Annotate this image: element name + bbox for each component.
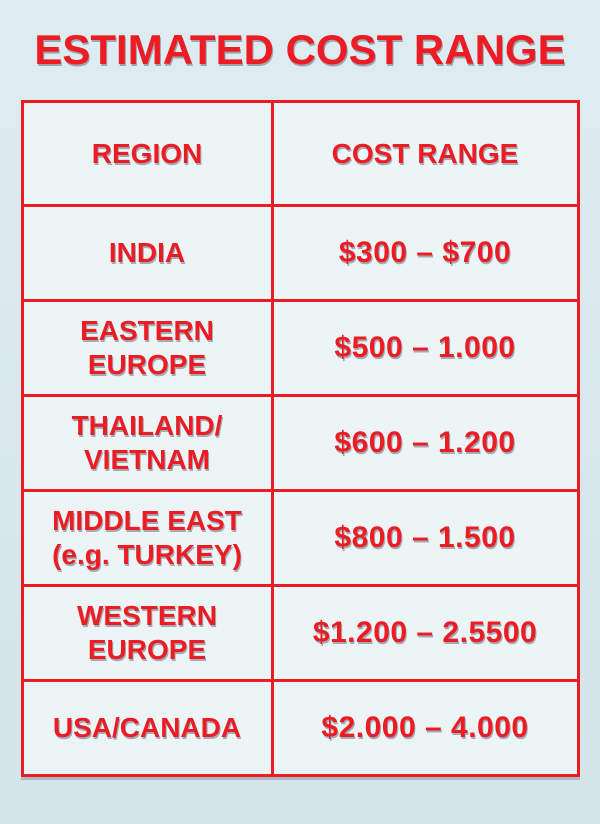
region-cell: WESTERN EUROPE bbox=[20, 584, 274, 682]
cost-range-cell: $500 – 1.000 bbox=[270, 299, 580, 397]
region-cell: EASTERN EUROPE bbox=[20, 299, 274, 397]
cost-range-cell: $300 – $700 bbox=[270, 204, 580, 302]
cost-range-cell: $1.200 – 2.5500 bbox=[270, 584, 580, 682]
cost-range-cell: $800 – 1.500 bbox=[270, 489, 580, 587]
table-header-cost-range: COST RANGE bbox=[270, 100, 580, 207]
table-row: MIDDLE EAST (e.g. TURKEY) $800 – 1.500 bbox=[20, 489, 580, 587]
table-row: WESTERN EUROPE $1.200 – 2.5500 bbox=[20, 584, 580, 682]
region-cell: MIDDLE EAST (e.g. TURKEY) bbox=[20, 489, 274, 587]
table-row: THAILAND/ VIETNAM $600 – 1.200 bbox=[20, 394, 580, 492]
cost-range-table: REGION COST RANGE INDIA $300 – $700 EAST… bbox=[20, 100, 580, 777]
table-row: INDIA $300 – $700 bbox=[20, 204, 580, 302]
region-cell: INDIA bbox=[20, 204, 274, 302]
cost-range-cell: $600 – 1.200 bbox=[270, 394, 580, 492]
table-row: EASTERN EUROPE $500 – 1.000 bbox=[20, 299, 580, 397]
table-row: USA/CANADA $2.000 – 4.000 bbox=[20, 679, 580, 777]
region-cell: THAILAND/ VIETNAM bbox=[20, 394, 274, 492]
table-header-region: REGION bbox=[20, 100, 274, 207]
page-title: ESTIMATED COST RANGE bbox=[34, 26, 566, 73]
table-header-row: REGION COST RANGE bbox=[20, 100, 580, 207]
region-cell: USA/CANADA bbox=[20, 679, 274, 777]
cost-range-cell: $2.000 – 4.000 bbox=[270, 679, 580, 777]
